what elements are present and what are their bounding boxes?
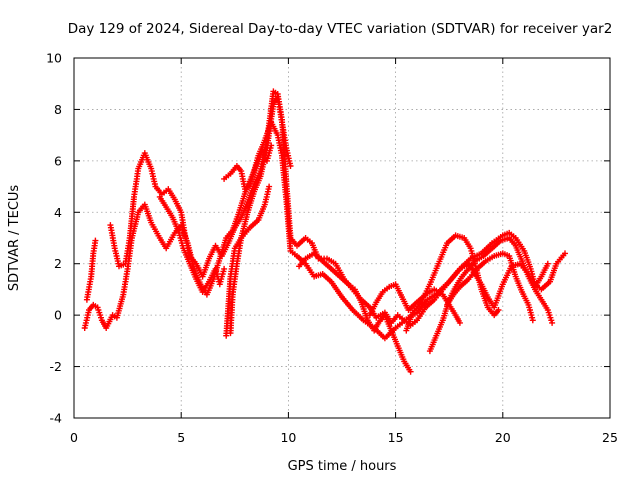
series-track-5: [223, 183, 273, 339]
x-tick-label: 15: [388, 430, 404, 445]
y-tick-label: -4: [50, 411, 63, 426]
x-axis: 0 5 10 15 20 25: [70, 58, 618, 445]
series-track-2: [83, 237, 99, 303]
series-markers: [403, 232, 502, 334]
grid: [74, 58, 610, 418]
series-markers: [221, 142, 275, 195]
series-markers: [83, 237, 99, 303]
x-tick-label: 10: [280, 430, 296, 445]
series-track-1: [81, 119, 568, 342]
series-markers: [156, 193, 228, 295]
series-markers: [366, 281, 463, 326]
y-tick-label: 6: [54, 153, 62, 168]
plot-frame: [73, 57, 611, 419]
series-track-12: [444, 250, 536, 324]
data-series: [81, 88, 568, 375]
x-axis-label: GPS time / hours: [288, 459, 397, 474]
x-tick-label: 25: [602, 430, 618, 445]
series-markers: [444, 250, 536, 324]
series-markers: [223, 183, 273, 339]
x-tick-label: 0: [70, 430, 78, 445]
series-track-10: [403, 232, 502, 334]
series-track-4: [227, 93, 294, 337]
series-track-7: [221, 142, 275, 195]
y-axis: -4 -2 0 2 4 6 8 10: [46, 51, 610, 426]
x-tick-label: 20: [495, 430, 511, 445]
chart-title: Day 129 of 2024, Sidereal Day-to-day VTE…: [68, 21, 613, 37]
x-tick-label: 5: [177, 430, 185, 445]
y-tick-label: -2: [50, 359, 62, 374]
series-track-6: [156, 193, 228, 295]
y-tick-label: 0: [54, 308, 62, 323]
y-tick-label: 2: [54, 256, 62, 271]
series-markers: [227, 93, 294, 337]
y-tick-label: 4: [54, 205, 62, 220]
series-line: [428, 236, 554, 353]
y-tick-label: 8: [54, 102, 62, 117]
y-tick-label: 10: [46, 51, 62, 66]
series-markers: [296, 250, 414, 375]
series-track-8: [296, 250, 414, 375]
y-axis-label: SDTVAR / TECUs: [7, 185, 22, 292]
